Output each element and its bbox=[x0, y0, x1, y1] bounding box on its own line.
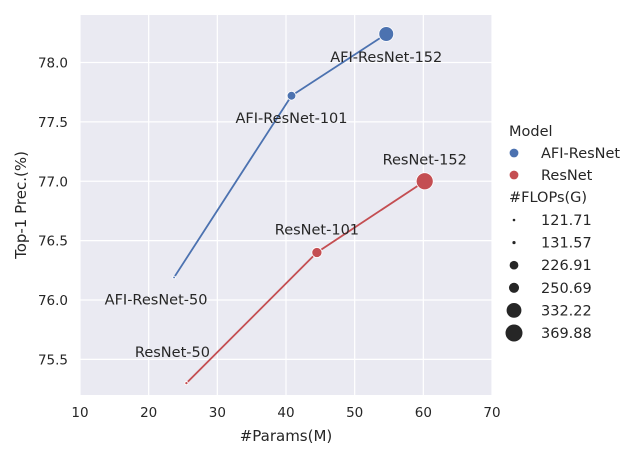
data-point bbox=[286, 90, 297, 101]
legend-size-marker bbox=[509, 260, 519, 270]
legend-size-label: 369.88 bbox=[541, 326, 592, 342]
data-point bbox=[378, 26, 395, 42]
y-tick-label: 78.0 bbox=[38, 56, 68, 72]
y-axis-label: Top-1 Prec.(%) bbox=[12, 151, 30, 260]
legend-hue-title: Model bbox=[509, 124, 553, 140]
point-label: ResNet-50 bbox=[135, 345, 210, 361]
legend-size-label: 131.57 bbox=[541, 236, 592, 252]
legend-size-marker bbox=[512, 241, 516, 245]
data-points bbox=[172, 26, 434, 386]
x-tick-label: 20 bbox=[140, 405, 157, 421]
legend-size-marker bbox=[508, 282, 520, 293]
legend-size-marker bbox=[506, 302, 522, 318]
legend-hue-marker bbox=[509, 170, 519, 180]
y-tick-label: 75.5 bbox=[38, 352, 68, 368]
legend-size-label: 250.69 bbox=[541, 281, 592, 297]
legend-size-label: 226.91 bbox=[541, 258, 592, 274]
data-point bbox=[184, 381, 189, 386]
x-tick-label: 30 bbox=[209, 405, 226, 421]
x-tick-label: 40 bbox=[277, 405, 294, 421]
data-point bbox=[172, 275, 176, 280]
legend: Model #FLOPs(G) AFI-ResNet ResNet 121.71 13… bbox=[505, 124, 620, 342]
legend-size-label: 332.22 bbox=[541, 303, 592, 319]
y-tick-label: 76.5 bbox=[38, 234, 68, 250]
point-label: ResNet-101 bbox=[275, 223, 359, 239]
y-tick-labels: 75.5 76.0 76.5 77.0 77.5 78.0 bbox=[38, 56, 68, 369]
legend-hue-label: ResNet bbox=[541, 168, 593, 184]
x-axis-label: #Params(M) bbox=[240, 427, 333, 445]
data-point bbox=[415, 172, 434, 191]
point-label: ResNet-152 bbox=[383, 152, 467, 168]
x-tick-label: 10 bbox=[71, 405, 88, 421]
data-point bbox=[311, 247, 323, 258]
legend-size-title: #FLOPs(G) bbox=[509, 190, 587, 206]
y-tick-label: 76.0 bbox=[38, 293, 68, 309]
point-label: AFI-ResNet-152 bbox=[330, 50, 442, 66]
legend-size-marker bbox=[512, 218, 516, 222]
legend-size-marker bbox=[505, 324, 523, 342]
x-tick-label: 70 bbox=[483, 405, 500, 421]
y-tick-label: 77.5 bbox=[38, 115, 68, 131]
y-tick-label: 77.0 bbox=[38, 174, 68, 190]
point-label: AFI-ResNet-101 bbox=[235, 111, 347, 127]
x-tick-label: 60 bbox=[415, 405, 432, 421]
point-label: AFI-ResNet-50 bbox=[105, 292, 208, 308]
point-labels: AFI-ResNet-50 AFI-ResNet-101 AFI-ResNet-15… bbox=[105, 50, 467, 361]
x-tick-labels: 10 20 30 40 50 60 70 bbox=[71, 405, 500, 421]
x-tick-label: 50 bbox=[346, 405, 363, 421]
legend-hue-label: AFI-ResNet bbox=[541, 146, 620, 162]
legend-hue-marker bbox=[509, 148, 519, 158]
legend-size-label: 121.71 bbox=[541, 213, 592, 229]
